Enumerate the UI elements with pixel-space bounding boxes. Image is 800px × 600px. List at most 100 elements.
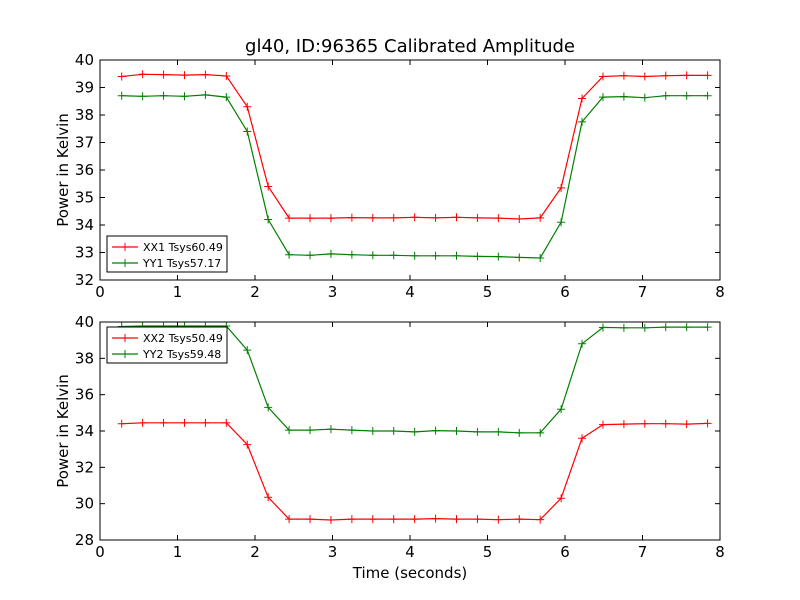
top-legend-box <box>106 235 228 273</box>
top-series-1-point <box>159 91 168 100</box>
top-x-tick-label: 4 <box>405 283 415 301</box>
top-series-1-point <box>536 254 545 262</box>
bottom-series-0-point <box>347 515 356 524</box>
bottom-series-0-point <box>180 418 189 427</box>
top-legend: XX1 Tsys60.49 YY1 Tsys57.17 <box>106 235 228 273</box>
bottom-series-0-point <box>201 418 210 427</box>
top-series-0-point <box>682 71 691 80</box>
top-y-tick-label: 39 <box>75 79 94 97</box>
top-x-tick-label: 8 <box>715 283 725 301</box>
bottom-series-1-point <box>619 323 628 332</box>
top-y-tick-label: 37 <box>75 134 94 152</box>
bottom-x-tick-label: 0 <box>95 543 105 561</box>
bottom-series-1-point <box>368 427 377 435</box>
top-series-0-point <box>285 214 294 223</box>
bottom-series-1-point <box>285 426 294 435</box>
top-series-0-point <box>138 70 147 79</box>
top-series-1-point <box>619 92 628 101</box>
bottom-series-0-point <box>473 515 482 524</box>
top-series-1-point <box>682 91 691 100</box>
top-series-1-point <box>201 90 210 99</box>
bottom-legend: XX2 Tsys50.49 YY2 Tsys59.48 <box>106 326 228 364</box>
bottom-y-tick-label: 28 <box>75 531 94 549</box>
bottom-series-1-point <box>473 427 482 436</box>
bottom-series-1-point <box>326 425 335 434</box>
top-series-0-point <box>536 213 545 222</box>
top-x-tick-label: 2 <box>250 283 260 301</box>
top-series-0-point <box>117 72 126 81</box>
bottom-series-1-point <box>243 346 252 355</box>
top-series-1-point <box>473 252 482 261</box>
top-y-tick-label: 40 <box>75 51 94 69</box>
top-series-line-0 <box>121 73 708 220</box>
bottom-series-0-point <box>703 419 712 428</box>
top-series-1-point <box>180 92 189 101</box>
top-series-1-point <box>117 91 126 100</box>
bottom-series-1-point <box>347 426 356 435</box>
bottom-y-tick-label: 36 <box>75 386 94 404</box>
top-x-tick-label: 7 <box>638 283 648 301</box>
top-series-0-point <box>452 213 461 222</box>
top-series-0-point <box>264 182 273 191</box>
bottom-series-1-point <box>515 428 524 437</box>
top-series-1-point <box>389 251 398 260</box>
top-y-tick-label: 35 <box>75 189 94 207</box>
top-series-0-point <box>578 94 587 103</box>
top-series-0-point <box>661 71 670 80</box>
bottom-y-tick-label: 32 <box>75 458 94 476</box>
bottom-y-tick-label: 30 <box>75 495 94 513</box>
bottom-series-0-point <box>138 418 147 427</box>
top-y-tick-label: 38 <box>75 106 94 124</box>
bottom-x-tick-label: 7 <box>638 543 648 561</box>
bottom-x-tick-label: 4 <box>405 543 415 561</box>
top-series-0-point <box>703 71 712 80</box>
top-series-1-point <box>494 252 503 261</box>
top-x-tick-label: 0 <box>95 283 105 301</box>
top-legend-label: YY1 Tsys57.17 <box>142 257 221 270</box>
bottom-series-1-point <box>452 427 461 435</box>
bottom-series-0-point <box>619 420 628 429</box>
bottom-series-0-point <box>598 420 607 429</box>
top-series-0-point <box>243 102 252 111</box>
bottom-legend-label: XX2 Tsys50.49 <box>143 332 223 345</box>
bottom-legend-marker <box>121 334 129 342</box>
top-series-0-point <box>389 213 398 222</box>
top-series-0-point <box>326 214 335 223</box>
bottom-series-1-point <box>640 323 649 332</box>
bottom-series-0-point <box>389 515 398 524</box>
top-series-0-point <box>515 214 524 223</box>
bottom-series-1-point <box>264 403 273 412</box>
top-series-1-point <box>138 92 147 101</box>
bottom-series-0-point <box>159 418 168 427</box>
top-legend-label: XX1 Tsys60.49 <box>143 241 223 254</box>
top-series-1-point <box>264 215 273 224</box>
bottom-series-0-point <box>640 419 649 428</box>
top-plot-area <box>117 70 712 262</box>
bottom-series-0-point <box>410 515 419 524</box>
top-series-0-point <box>159 70 168 79</box>
bottom-series-0-point <box>222 418 231 427</box>
bottom-x-tick-label: 6 <box>560 543 570 561</box>
top-series-0-point <box>368 213 377 222</box>
bottom-series-1-point <box>703 323 712 332</box>
bottom-series-0-point <box>306 515 315 524</box>
bottom-series-0-point <box>661 419 670 428</box>
top-series-1-point <box>598 93 607 102</box>
top-series-1-point <box>222 93 231 102</box>
bottom-series-1-point <box>661 323 670 332</box>
top-series-0-point <box>201 70 210 79</box>
top-x-tick-label: 3 <box>328 283 338 301</box>
bottom-series-0-point <box>117 419 126 428</box>
top-series-1-point <box>306 251 315 260</box>
top-series-1-point <box>452 251 461 260</box>
bottom-series-1-point <box>682 323 691 332</box>
bottom-y-tick-label: 34 <box>75 422 94 440</box>
top-x-tick-label: 1 <box>173 283 183 301</box>
bottom-x-tick-label: 1 <box>173 543 183 561</box>
bottom-series-1-point <box>410 427 419 436</box>
top-series-0-point <box>347 213 356 222</box>
top-series-1-point <box>368 251 377 260</box>
top-legend-marker <box>121 259 129 267</box>
bottom-series-0-point <box>557 494 566 503</box>
